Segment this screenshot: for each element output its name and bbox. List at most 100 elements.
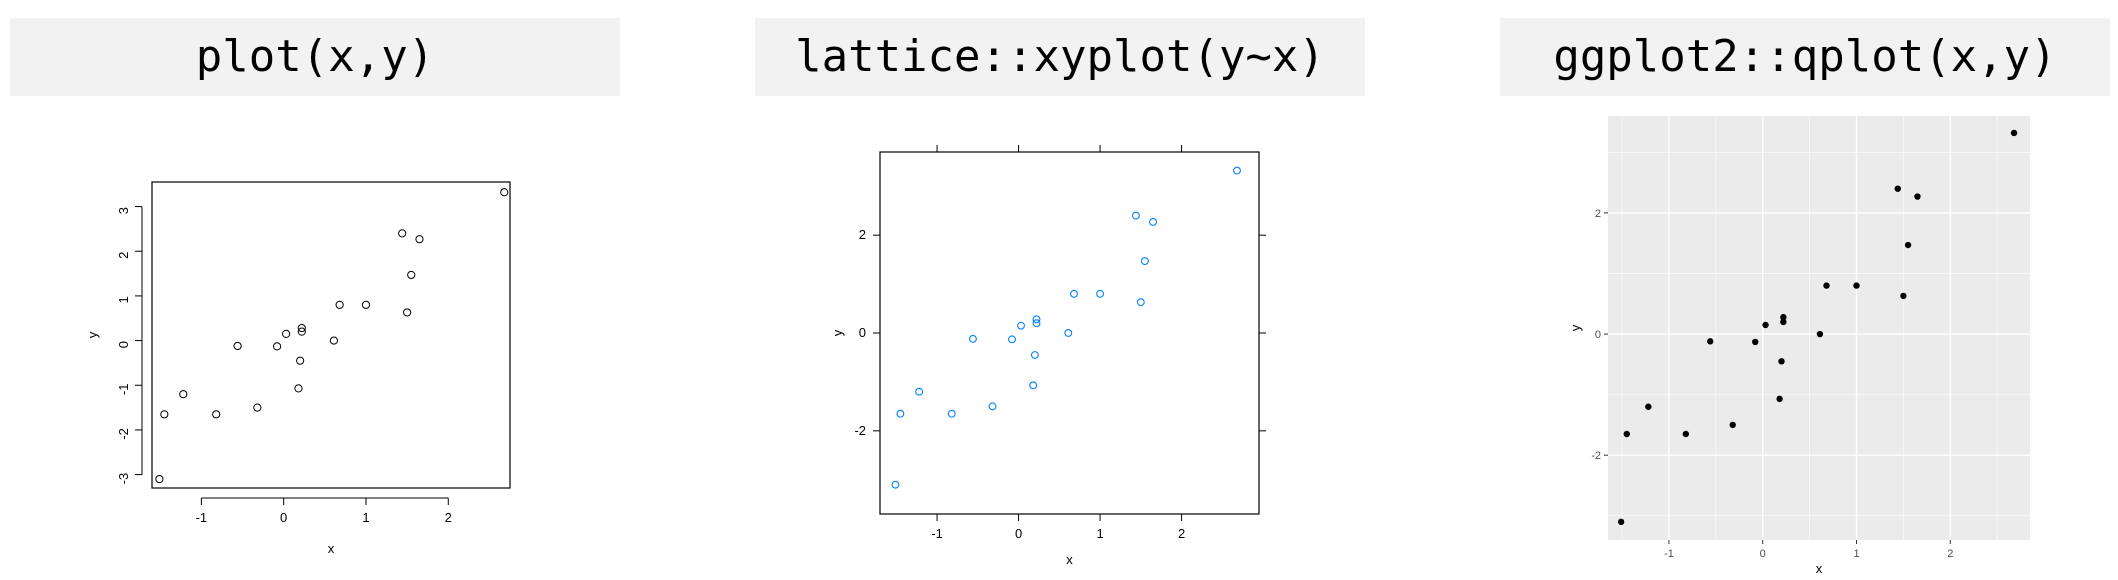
- data-point: [361, 300, 371, 309]
- y-tick-label: 2: [116, 252, 131, 259]
- data-point: [1140, 257, 1149, 266]
- data-point: [233, 341, 242, 351]
- x-axis-label: x: [1816, 561, 1823, 576]
- panel-lattice-plot: lattice::xyplot(y~x) -1 0 1 2 -2 0 2 x y: [745, 0, 1451, 580]
- data-point: [253, 403, 262, 412]
- y-axis-label: y: [1568, 324, 1583, 331]
- plot-panel-background: [1608, 116, 2030, 540]
- data-point: [407, 270, 416, 280]
- data-point: [155, 474, 164, 484]
- data-point: [398, 229, 407, 238]
- y-tick-label: 0: [116, 341, 131, 348]
- y-tick-label: 0: [1595, 329, 1601, 341]
- ggplot-scatter-plot: -1 0 1 2 -2 0 2 x y: [1568, 116, 2030, 576]
- data-point: [1707, 338, 1714, 345]
- data-point: [179, 390, 188, 399]
- data-point: [947, 409, 956, 418]
- data-point: [1008, 335, 1016, 344]
- y-tick-label: 0: [859, 325, 866, 340]
- y-tick-label: 3: [116, 207, 131, 214]
- y-tick-label: 1: [116, 296, 131, 303]
- code-title: lattice::xyplot(y~x): [755, 18, 1365, 96]
- y-tick-label: 2: [1595, 208, 1601, 220]
- data-point: [1914, 193, 1921, 200]
- data-point: [403, 308, 412, 317]
- data-point: [1136, 298, 1145, 307]
- data-point: [272, 342, 282, 351]
- x-tick-label: -1: [931, 526, 943, 541]
- y-tick-label: 2: [859, 227, 866, 242]
- data-point: [294, 384, 303, 393]
- data-point: [1032, 315, 1041, 324]
- plot-frame: [151, 181, 511, 489]
- data-point: [1017, 321, 1025, 330]
- y-tick-label: -2: [854, 423, 866, 438]
- data-point: [296, 356, 305, 365]
- data-point: [297, 327, 306, 336]
- data-point: [1131, 211, 1140, 220]
- lattice-scatter-plot: -1 0 1 2 -2 0 2 x y: [830, 145, 1266, 567]
- data-point: [1617, 518, 1625, 526]
- x-tick-label: 2: [1178, 526, 1185, 541]
- data-point: [896, 409, 905, 418]
- x-tick-label: 0: [1015, 526, 1022, 541]
- y-tick-label: -3: [116, 473, 131, 485]
- data-point: [160, 410, 169, 419]
- panel-ggplot-plot: ggplot2::qplot(x,y) -1 0 1 2 -2 0 2 x y: [1490, 0, 2118, 580]
- data-point: [1233, 166, 1241, 175]
- data-point: [1778, 358, 1785, 365]
- data-point: [329, 336, 338, 345]
- code-title: plot(x,y): [10, 18, 620, 96]
- data-point: [1029, 381, 1038, 390]
- data-point: [1682, 430, 1690, 438]
- data-point: [282, 329, 291, 338]
- data-point: [1149, 218, 1157, 226]
- y-tick-label: -2: [1591, 450, 1601, 462]
- data-point: [1904, 241, 1912, 249]
- data-point: [1623, 430, 1630, 438]
- data-point: [1729, 421, 1736, 429]
- y-axis-label: y: [830, 329, 845, 336]
- data-point: [1816, 330, 1824, 338]
- data-point: [1030, 351, 1039, 359]
- y-tick-label: -2: [116, 428, 131, 440]
- data-point: [1780, 318, 1787, 326]
- panel-base-plot: plot(x,y) -1 0 1 2 -3 -2 -1 0 1 2 3 x y: [0, 0, 706, 580]
- x-axis-label: x: [1066, 552, 1073, 567]
- data-point: [1853, 282, 1860, 289]
- data-point: [1823, 282, 1830, 289]
- x-tick-label: 0: [1760, 548, 1766, 560]
- y-tick-label: -1: [116, 383, 131, 395]
- x-axis-label: x: [328, 541, 335, 556]
- data-point: [1776, 395, 1783, 403]
- data-point: [2010, 129, 2018, 137]
- code-title: ggplot2::qplot(x,y): [1500, 18, 2110, 96]
- data-point: [1894, 185, 1901, 192]
- data-point: [1645, 403, 1652, 410]
- data-point: [1762, 321, 1769, 329]
- x-tick-label: 1: [1853, 548, 1859, 560]
- data-point: [1032, 319, 1041, 328]
- data-point: [891, 480, 900, 489]
- x-tick-label: 2: [445, 510, 452, 525]
- data-point: [500, 188, 509, 197]
- data-point: [297, 323, 306, 333]
- x-tick-label: 2: [1947, 548, 1953, 560]
- x-tick-label: 1: [362, 510, 369, 525]
- data-point: [1900, 292, 1907, 300]
- data-point: [915, 387, 924, 396]
- data-point: [1096, 289, 1105, 298]
- x-tick-label: 1: [1096, 526, 1103, 541]
- data-point: [335, 300, 344, 309]
- x-tick-label: -1: [196, 510, 208, 525]
- y-axis-label: y: [85, 331, 100, 338]
- data-point: [1064, 329, 1073, 337]
- data-point: [968, 334, 977, 343]
- data-point: [988, 402, 997, 411]
- data-point: [1070, 289, 1078, 298]
- data-point: [415, 235, 424, 244]
- x-tick-label: 0: [280, 510, 287, 525]
- data-point: [212, 410, 221, 419]
- plot-frame: [879, 151, 1260, 515]
- x-tick-label: -1: [1664, 548, 1674, 560]
